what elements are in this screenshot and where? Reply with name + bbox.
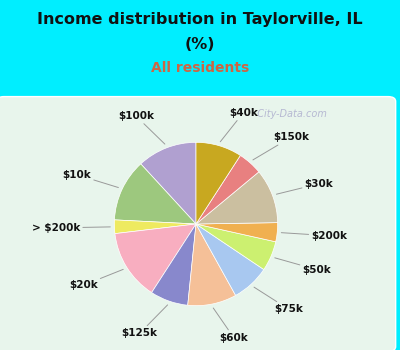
Text: $100k: $100k [118, 111, 165, 144]
Wedge shape [152, 224, 196, 305]
Wedge shape [114, 220, 196, 234]
Text: $60k: $60k [213, 308, 248, 343]
Text: $10k: $10k [62, 170, 118, 188]
Wedge shape [141, 142, 196, 224]
Wedge shape [196, 224, 264, 295]
Text: $40k: $40k [220, 108, 258, 142]
Text: $75k: $75k [254, 287, 303, 314]
Text: $50k: $50k [275, 258, 331, 275]
Text: > $200k: > $200k [32, 223, 110, 233]
Text: City-Data.com: City-Data.com [251, 109, 326, 119]
Wedge shape [196, 224, 276, 270]
Wedge shape [196, 142, 240, 224]
FancyBboxPatch shape [0, 97, 396, 350]
Wedge shape [196, 155, 259, 224]
Text: All residents: All residents [151, 61, 249, 75]
Wedge shape [188, 224, 236, 306]
Text: Income distribution in Taylorville, IL: Income distribution in Taylorville, IL [37, 12, 363, 27]
Text: $150k: $150k [253, 132, 309, 160]
Wedge shape [196, 223, 278, 242]
Text: $20k: $20k [69, 270, 123, 290]
Text: $200k: $200k [281, 231, 347, 241]
Text: (%): (%) [185, 37, 215, 52]
Wedge shape [196, 172, 278, 224]
Text: $30k: $30k [276, 179, 334, 194]
Text: $125k: $125k [122, 305, 168, 338]
Wedge shape [115, 224, 196, 293]
Wedge shape [114, 164, 196, 224]
